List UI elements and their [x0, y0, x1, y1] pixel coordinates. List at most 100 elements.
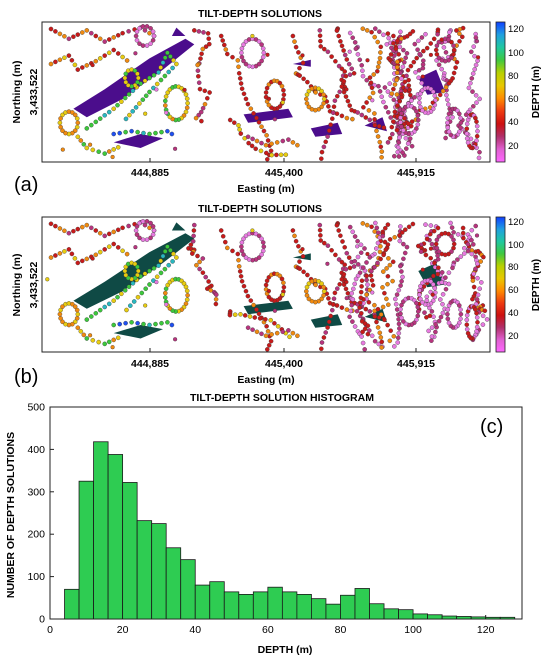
depth-solution-point [367, 75, 373, 80]
depth-solution-point [321, 335, 327, 340]
depth-solution-point [111, 229, 116, 235]
histogram-bar [64, 588, 80, 620]
depth-solution-point [471, 44, 476, 49]
depth-solution-point [150, 29, 156, 34]
depth-solution-point [339, 259, 345, 265]
depth-solution-point [369, 224, 374, 230]
depth-solution-point [305, 79, 310, 85]
depth-solution-point [343, 286, 349, 292]
depth-solution-point [449, 234, 454, 239]
panel-b-xtick-1: 444,885 [131, 358, 169, 370]
depth-solution-point [342, 52, 348, 58]
depth-solution-point [430, 100, 435, 105]
depth-solution-point [80, 224, 85, 230]
depth-solution-point [241, 91, 247, 97]
depth-solution-point [397, 238, 403, 244]
panel-a-xlabel: Easting (m) [237, 183, 294, 195]
histogram-xtick-label: 60 [262, 624, 274, 636]
depth-solution-point [443, 135, 448, 141]
depth-solution-point [416, 243, 421, 249]
depth-solution-point [471, 104, 476, 109]
depth-solution-point [458, 115, 463, 121]
depth-solution-point [90, 147, 96, 153]
depth-solution-point [156, 70, 161, 75]
depth-solution-point [248, 298, 254, 303]
depth-solution-point [158, 270, 164, 276]
depth-solution-point [434, 245, 440, 251]
depth-solution-point [378, 256, 383, 262]
depth-solution-point [415, 47, 420, 52]
depth-solution-point [416, 68, 422, 73]
depth-solution-point [370, 98, 375, 103]
depth-solution-point [372, 111, 377, 116]
depth-solution-point [415, 313, 421, 319]
depth-solution-point [419, 35, 425, 40]
depth-solution-point [335, 93, 340, 99]
depth-solution-point [423, 252, 429, 258]
depth-solution-point [148, 26, 153, 31]
depth-solution-point [399, 111, 404, 116]
depth-solution-point [130, 109, 135, 114]
depth-solution-point [305, 272, 310, 278]
depth-solution-point [423, 222, 428, 227]
panel-b-colorbar-tick-120: 120 [508, 217, 524, 228]
depth-solution-point [365, 331, 371, 337]
histogram-bar [151, 523, 167, 620]
depth-solution-point [292, 39, 297, 44]
panel-a-colorbar-label: DEPTH (m) [531, 66, 542, 118]
depth-solution-point [407, 31, 413, 37]
depth-solution-point [374, 319, 379, 325]
depth-solution-point [337, 89, 342, 95]
depth-solution-point [403, 227, 408, 232]
depth-solution-point [297, 73, 302, 78]
depth-solution-point [355, 244, 360, 249]
depth-solution-point [102, 39, 107, 44]
depth-solution-point [319, 281, 324, 286]
depth-solution-point [254, 138, 260, 144]
depth-solution-point [402, 116, 407, 121]
depth-solution-point [197, 259, 202, 265]
depth-solution-point [222, 42, 227, 48]
depth-solution-point [365, 251, 370, 257]
depth-solution-point [387, 135, 393, 141]
depth-solution-point [259, 42, 264, 47]
depth-solution-point [126, 223, 131, 229]
depth-solution-point [474, 310, 479, 316]
depth-solution-point [151, 228, 157, 233]
histogram-bar [456, 616, 472, 620]
depth-solution-point [390, 131, 395, 137]
depth-solution-point [296, 50, 301, 55]
depth-solution-point [435, 271, 441, 277]
depth-solution-point [457, 111, 462, 117]
depth-solution-point [394, 64, 400, 70]
panel-a-solution-map [48, 24, 482, 162]
depth-solution-point [396, 52, 401, 57]
panel-b-xtick-3: 445,915 [397, 358, 435, 370]
histogram-bars [64, 441, 516, 620]
depth-solution-point [381, 125, 387, 130]
depth-solution-point [325, 243, 331, 248]
depth-solution-point [378, 312, 384, 317]
depth-solution-point [321, 96, 327, 102]
depth-solution-point [450, 265, 455, 271]
depth-solution-point [218, 228, 224, 233]
depth-solution-point [440, 310, 446, 316]
depth-solution-point [239, 244, 244, 249]
depth-solution-point [446, 320, 452, 326]
depth-solution-point [259, 124, 264, 129]
depth-solution-point [249, 143, 255, 149]
depth-solution-point [304, 96, 309, 102]
depth-solution-point [171, 58, 176, 63]
depth-solution-point [428, 223, 434, 228]
depth-solution-point [115, 102, 120, 108]
histogram-bar [325, 603, 341, 620]
depth-solution-point [74, 124, 80, 130]
depth-solution-point [451, 43, 456, 48]
depth-solution-point [470, 296, 475, 302]
depth-solution-point [359, 278, 365, 283]
histogram-ytick-label: 100 [27, 571, 45, 583]
depth-solution-point [205, 96, 210, 101]
depth-solution-point [474, 297, 480, 302]
depth-solution-point [254, 115, 259, 121]
depth-solution-point [332, 290, 338, 296]
